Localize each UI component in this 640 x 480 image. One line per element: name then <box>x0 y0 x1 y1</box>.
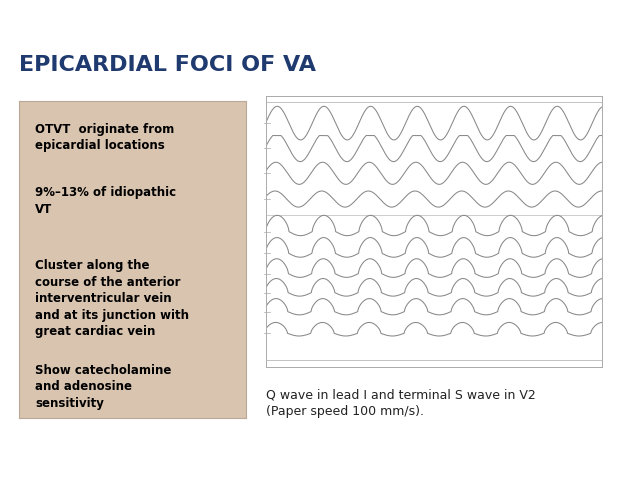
Text: Cluster along the
course of the anterior
interventricular vein
and at its juncti: Cluster along the course of the anterior… <box>35 259 189 338</box>
Text: Q wave in lead I and terminal S wave in V2
(Paper speed 100 mm/s).: Q wave in lead I and terminal S wave in … <box>266 388 535 418</box>
Text: EPICARDIAL FOCI OF VA: EPICARDIAL FOCI OF VA <box>19 55 316 75</box>
Text: OTVT  originate from
epicardial locations: OTVT originate from epicardial locations <box>35 123 174 153</box>
Text: Show catecholamine
and adenosine
sensitivity: Show catecholamine and adenosine sensiti… <box>35 364 172 410</box>
Text: 9%–13% of idiopathic
VT: 9%–13% of idiopathic VT <box>35 186 176 216</box>
